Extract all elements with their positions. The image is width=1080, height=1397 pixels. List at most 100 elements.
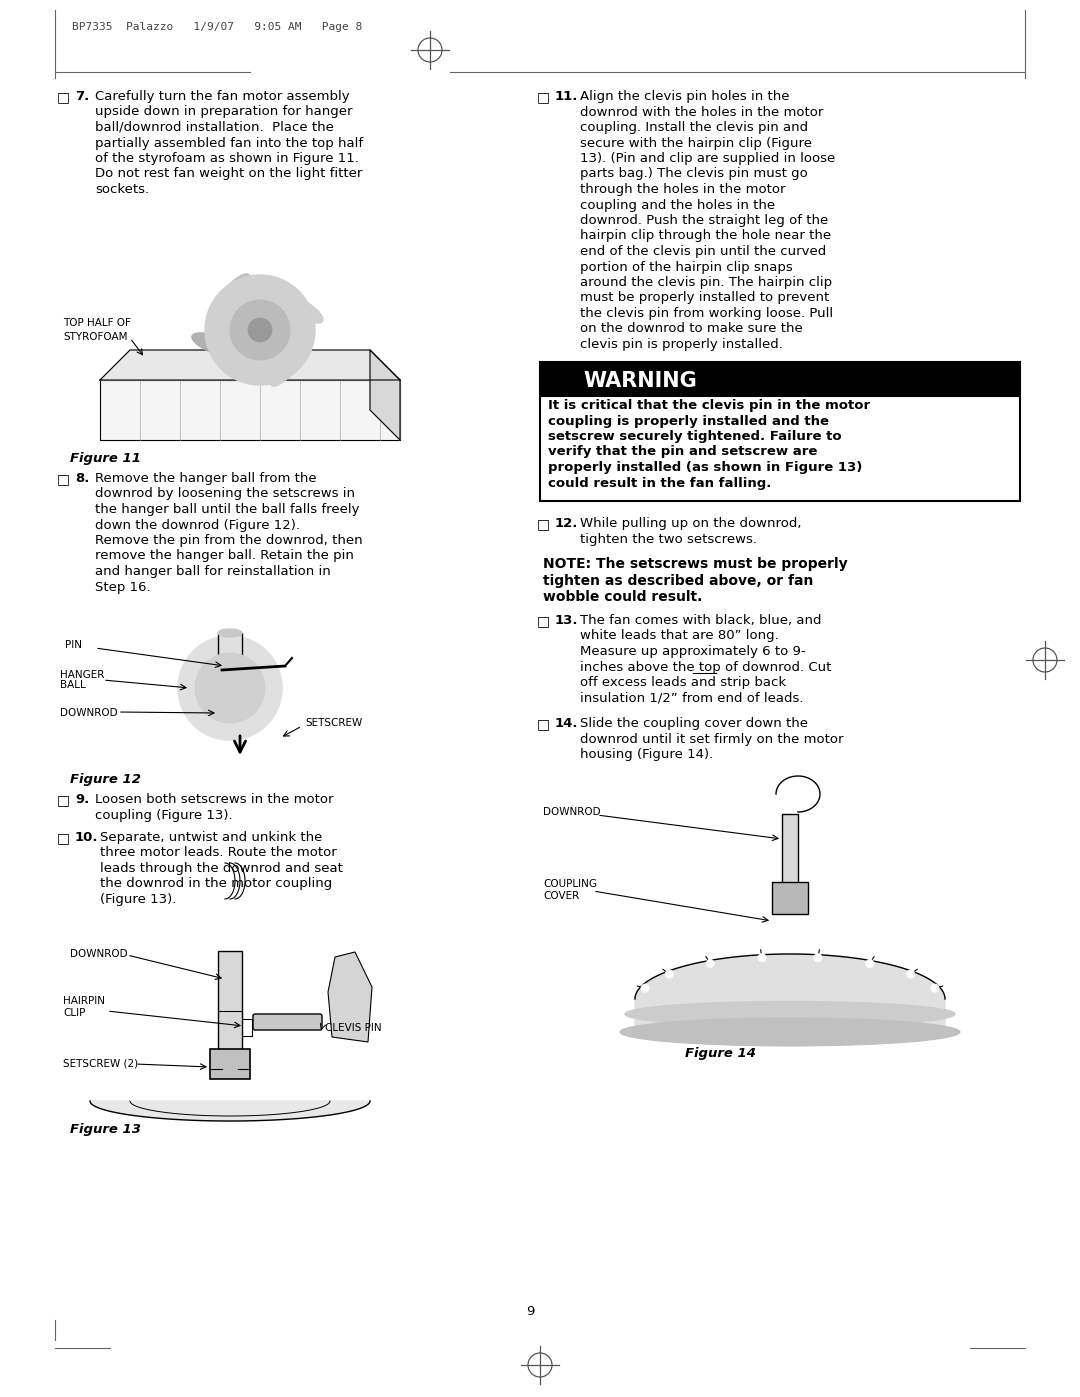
Text: BP7335  Palazzo   1/9/07   9:05 AM   Page 8: BP7335 Palazzo 1/9/07 9:05 AM Page 8 xyxy=(72,22,362,32)
Circle shape xyxy=(248,319,272,342)
Text: parts bag.) The clevis pin must go: parts bag.) The clevis pin must go xyxy=(580,168,808,180)
Text: Separate, untwist and unkink the: Separate, untwist and unkink the xyxy=(100,831,322,844)
FancyBboxPatch shape xyxy=(218,951,242,1051)
Text: □: □ xyxy=(537,615,550,629)
Text: NOTE: The setscrews must be properly: NOTE: The setscrews must be properly xyxy=(543,557,848,571)
Text: clevis pin is properly installed.: clevis pin is properly installed. xyxy=(580,338,783,351)
Text: SETSCREW: SETSCREW xyxy=(305,718,362,728)
Text: Align the clevis pin holes in the: Align the clevis pin holes in the xyxy=(580,89,789,103)
Ellipse shape xyxy=(218,629,242,637)
Text: 13.: 13. xyxy=(555,615,579,627)
Text: coupling is properly installed and the: coupling is properly installed and the xyxy=(548,415,829,427)
Polygon shape xyxy=(100,351,400,380)
Circle shape xyxy=(205,275,315,386)
Text: HANGER: HANGER xyxy=(60,671,105,680)
Text: DOWNROD: DOWNROD xyxy=(70,949,127,958)
Text: must be properly installed to prevent: must be properly installed to prevent xyxy=(580,292,829,305)
Text: Step 16.: Step 16. xyxy=(95,581,150,594)
Text: 10.: 10. xyxy=(75,831,98,844)
Text: Slide the coupling cover down the: Slide the coupling cover down the xyxy=(580,717,808,731)
Ellipse shape xyxy=(270,342,308,387)
Ellipse shape xyxy=(620,1018,960,1046)
Text: three motor leads. Route the motor: three motor leads. Route the motor xyxy=(100,847,337,859)
Ellipse shape xyxy=(274,292,323,323)
Text: Loosen both setscrews in the motor: Loosen both setscrews in the motor xyxy=(95,793,334,806)
Text: 8.: 8. xyxy=(75,472,90,485)
Text: of the styrofoam as shown in Figure 11.: of the styrofoam as shown in Figure 11. xyxy=(95,152,359,165)
Text: BALL: BALL xyxy=(60,680,85,690)
Text: downrod. Push the straight leg of the: downrod. Push the straight leg of the xyxy=(580,214,828,226)
Text: down the downrod (Figure 12).: down the downrod (Figure 12). xyxy=(95,518,300,531)
Text: wobble could result.: wobble could result. xyxy=(543,590,702,604)
Ellipse shape xyxy=(191,332,244,358)
Text: the downrod in the motor coupling: the downrod in the motor coupling xyxy=(100,877,333,890)
Text: Do not rest fan weight on the light fitter: Do not rest fan weight on the light fitt… xyxy=(95,168,363,180)
Text: It is critical that the clevis pin in the motor: It is critical that the clevis pin in th… xyxy=(548,400,870,412)
Text: 7.: 7. xyxy=(75,89,90,103)
Text: setscrew securely tightened. Failure to: setscrew securely tightened. Failure to xyxy=(548,430,841,443)
Polygon shape xyxy=(549,1011,575,1032)
FancyBboxPatch shape xyxy=(540,362,1020,394)
FancyBboxPatch shape xyxy=(782,814,798,894)
Text: □: □ xyxy=(57,89,70,103)
Text: on the downrod to make sure the: on the downrod to make sure the xyxy=(580,323,802,335)
Text: could result in the fan falling.: could result in the fan falling. xyxy=(548,476,771,489)
Text: end of the clevis pin until the curved: end of the clevis pin until the curved xyxy=(580,244,826,258)
Circle shape xyxy=(866,960,874,968)
Ellipse shape xyxy=(625,1002,955,1027)
Text: The fan comes with black, blue, and: The fan comes with black, blue, and xyxy=(580,615,822,627)
Text: upside down in preparation for hanger: upside down in preparation for hanger xyxy=(95,106,352,119)
Text: □: □ xyxy=(537,89,550,103)
Polygon shape xyxy=(328,951,372,1042)
Circle shape xyxy=(195,652,265,724)
Text: Figure 14: Figure 14 xyxy=(685,1046,756,1060)
FancyBboxPatch shape xyxy=(253,1014,322,1030)
Polygon shape xyxy=(90,1101,370,1120)
Text: Carefully turn the fan motor assembly: Carefully turn the fan motor assembly xyxy=(95,89,350,103)
Text: PIN: PIN xyxy=(65,640,82,650)
FancyBboxPatch shape xyxy=(218,633,242,708)
Text: through the holes in the motor: through the holes in the motor xyxy=(580,183,785,196)
Text: around the clevis pin. The hairpin clip: around the clevis pin. The hairpin clip xyxy=(580,277,832,289)
Text: CLEVIS PIN: CLEVIS PIN xyxy=(325,1023,381,1032)
Text: off excess leads and strip back: off excess leads and strip back xyxy=(580,676,786,689)
Text: the clevis pin from working loose. Pull: the clevis pin from working loose. Pull xyxy=(580,307,833,320)
Circle shape xyxy=(665,970,673,978)
FancyBboxPatch shape xyxy=(210,1049,249,1078)
Text: HAIRPIN: HAIRPIN xyxy=(63,996,105,1006)
Text: the hanger ball until the ball falls freely: the hanger ball until the ball falls fre… xyxy=(95,503,360,515)
Text: 12.: 12. xyxy=(555,517,579,529)
Text: Remove the pin from the downrod, then: Remove the pin from the downrod, then xyxy=(95,534,363,548)
Text: leads through the downrod and seat: leads through the downrod and seat xyxy=(100,862,342,875)
Text: Remove the hanger ball from the: Remove the hanger ball from the xyxy=(95,472,316,485)
Text: □: □ xyxy=(57,831,70,845)
Text: downrod by loosening the setscrews in: downrod by loosening the setscrews in xyxy=(95,488,355,500)
Text: and hanger ball for reinstallation in: and hanger ball for reinstallation in xyxy=(95,564,330,578)
Text: Figure 11: Figure 11 xyxy=(70,453,141,465)
Text: downrod until it set firmly on the motor: downrod until it set firmly on the motor xyxy=(580,732,843,746)
Circle shape xyxy=(931,983,939,992)
FancyBboxPatch shape xyxy=(772,882,808,914)
Circle shape xyxy=(907,970,915,978)
Text: hairpin clip through the hole near the: hairpin clip through the hole near the xyxy=(580,229,832,243)
Text: partially assembled fan into the top half: partially assembled fan into the top hal… xyxy=(95,137,363,149)
Text: coupling (Figure 13).: coupling (Figure 13). xyxy=(95,809,232,821)
Text: coupling and the holes in the: coupling and the holes in the xyxy=(580,198,775,211)
Text: 9.: 9. xyxy=(75,793,90,806)
Text: □: □ xyxy=(537,517,550,531)
Text: CLIP: CLIP xyxy=(63,1009,85,1018)
Polygon shape xyxy=(370,351,400,440)
FancyBboxPatch shape xyxy=(540,395,1020,502)
Text: DOWNROD: DOWNROD xyxy=(60,708,118,718)
Ellipse shape xyxy=(212,274,251,317)
Text: While pulling up on the downrod,: While pulling up on the downrod, xyxy=(580,517,801,529)
Text: inches above the top of downrod. Cut: inches above the top of downrod. Cut xyxy=(580,661,832,673)
Text: 14.: 14. xyxy=(555,717,579,731)
Text: 11.: 11. xyxy=(555,89,579,103)
Text: (Figure 13).: (Figure 13). xyxy=(100,893,176,907)
Text: WARNING: WARNING xyxy=(583,372,697,391)
Text: white leads that are 80” long.: white leads that are 80” long. xyxy=(580,630,779,643)
Text: sockets.: sockets. xyxy=(95,183,149,196)
Text: 9: 9 xyxy=(526,1305,535,1317)
Circle shape xyxy=(642,983,649,992)
